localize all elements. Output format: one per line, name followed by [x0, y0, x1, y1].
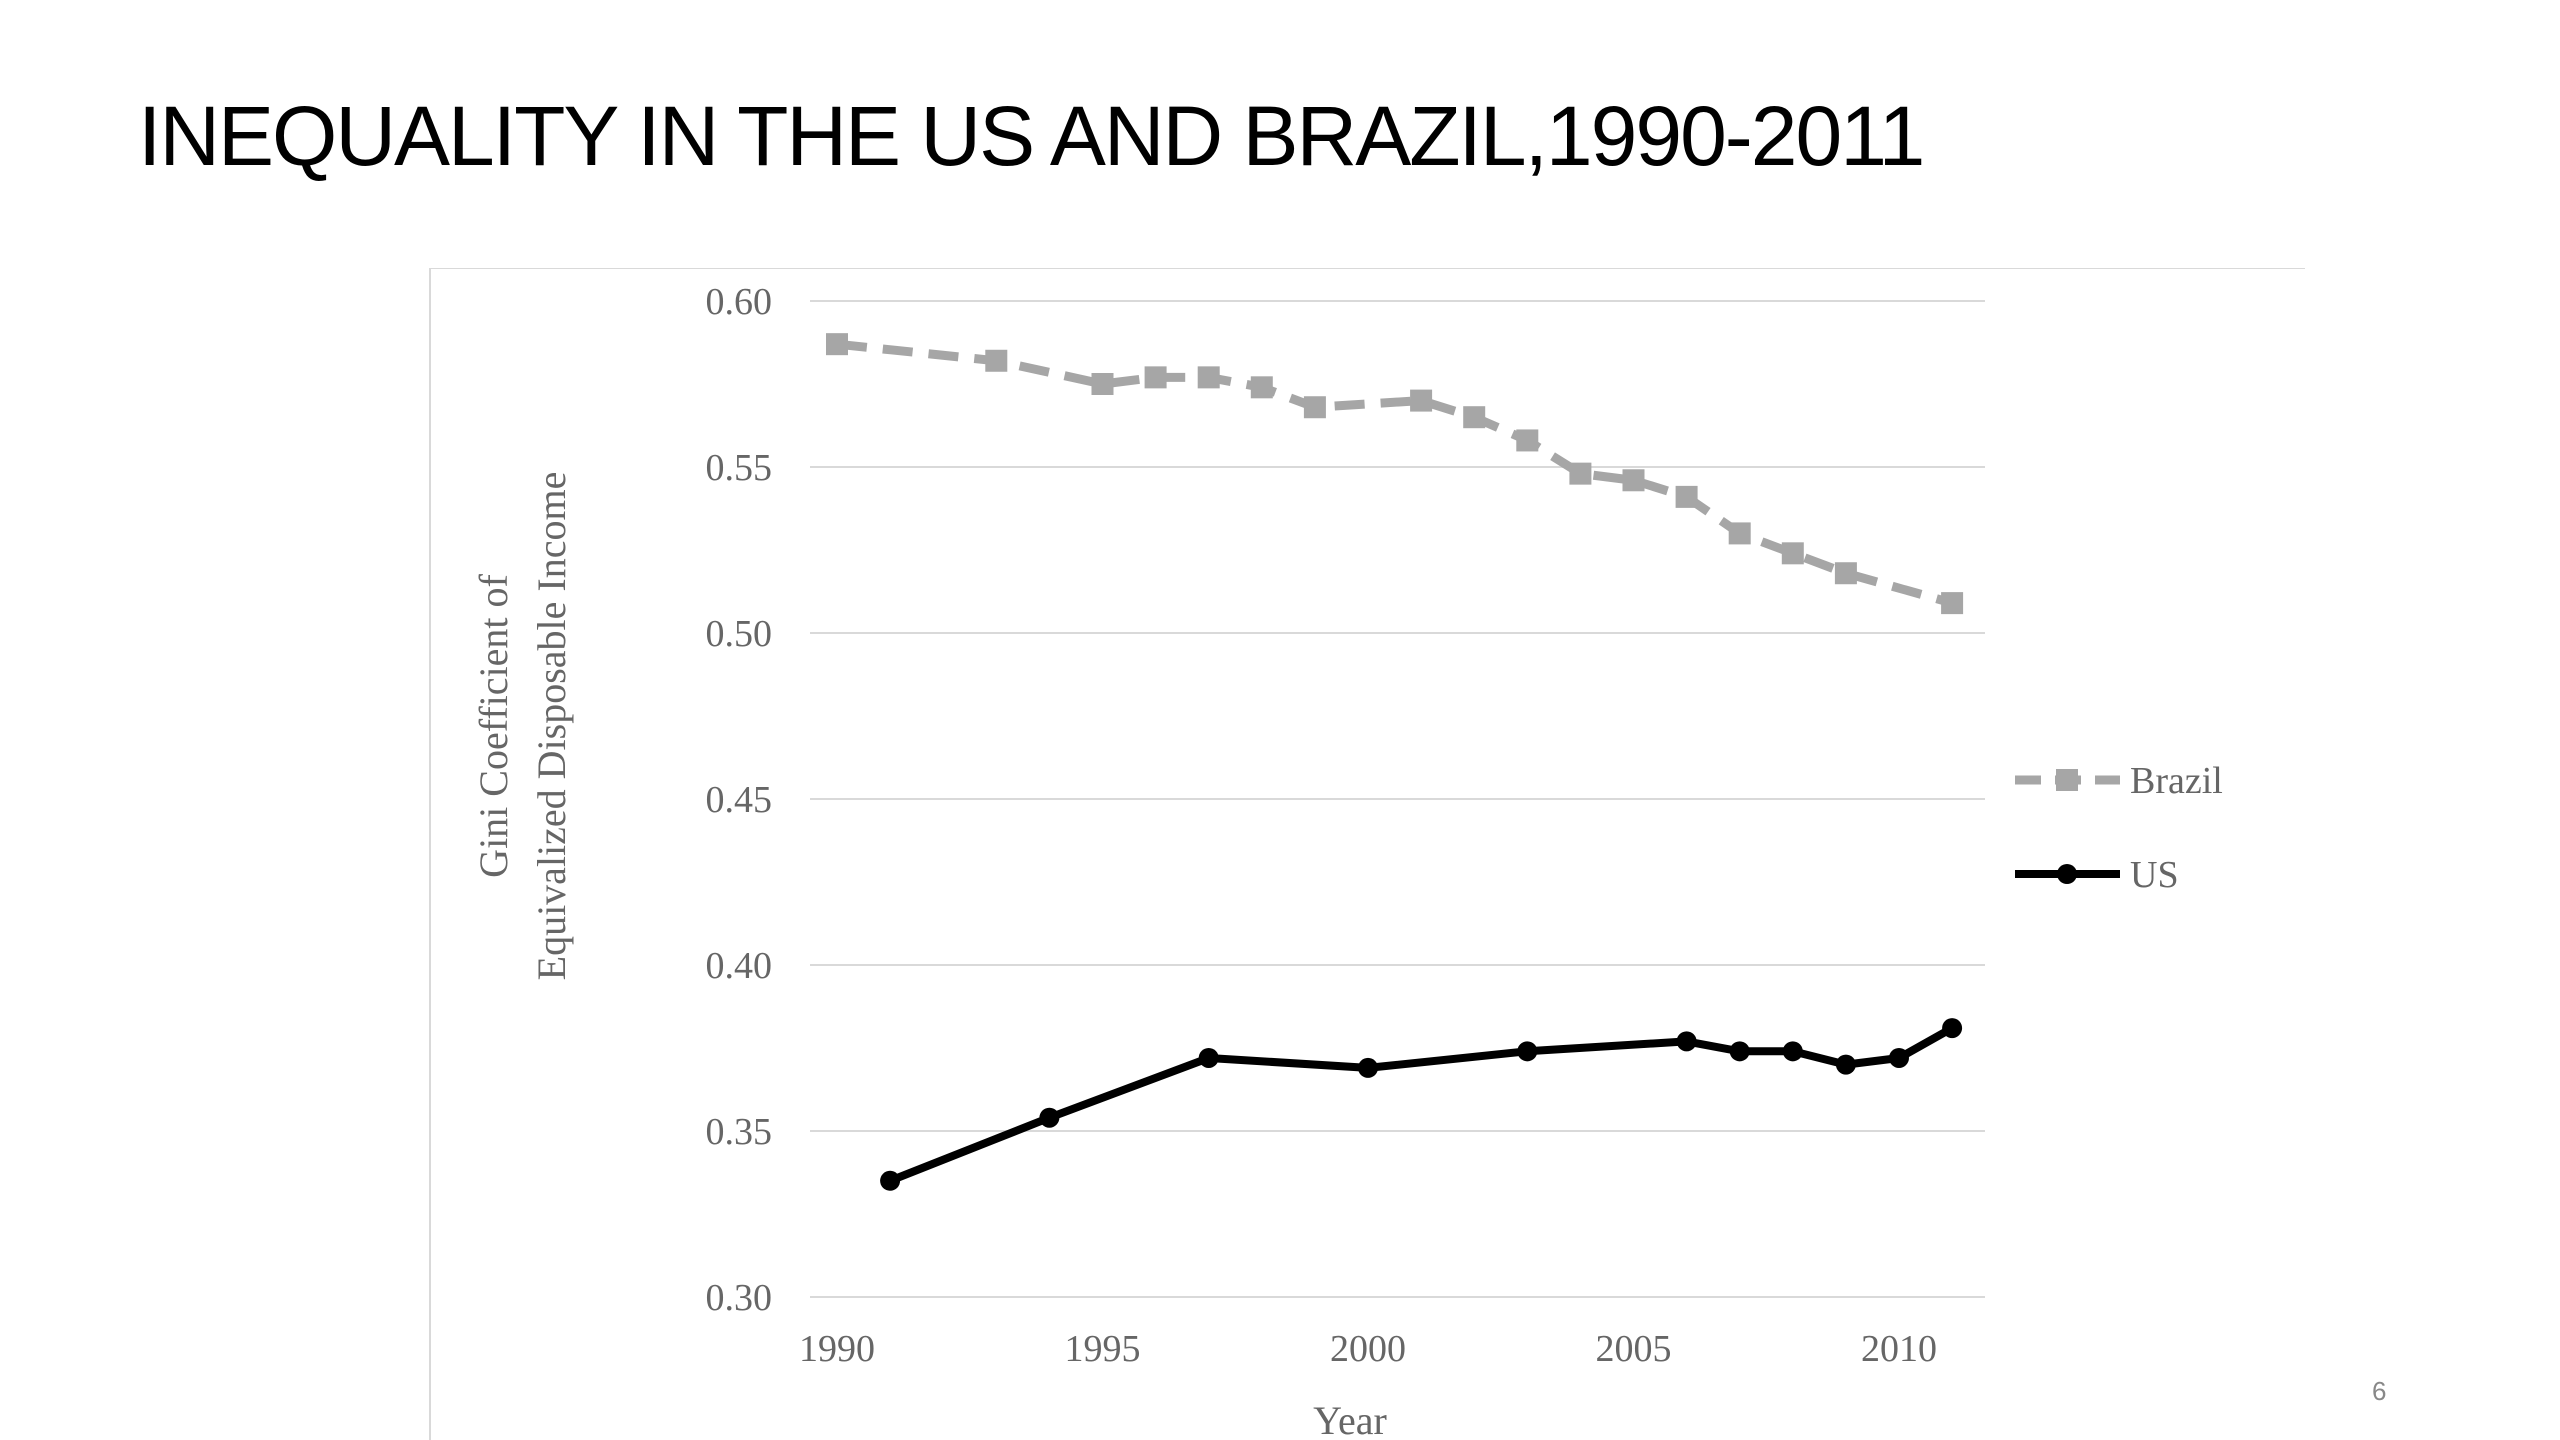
data-point — [1782, 1041, 1803, 1062]
legend-label-us: US — [2130, 854, 2179, 896]
data-point — [1358, 1057, 1378, 1078]
data-point — [1463, 406, 1486, 429]
y-axis-title-line: Gini Coefficient of — [471, 574, 516, 878]
data-point — [1835, 1054, 1856, 1075]
legend-marker — [2057, 864, 2077, 884]
data-point — [880, 1170, 901, 1191]
y-tick-label: 0.50 — [706, 613, 773, 655]
data-point — [1729, 1041, 1750, 1062]
data-point — [1410, 389, 1433, 412]
data-point — [1039, 1107, 1060, 1128]
data-point — [1622, 469, 1645, 492]
y-axis-title-line: Equivalized Disposable Income — [529, 472, 574, 981]
x-tick-label: 1990 — [799, 1328, 875, 1370]
data-point — [1942, 1018, 1963, 1039]
data-point — [1728, 522, 1751, 545]
legend-marker — [2056, 769, 2078, 791]
data-point — [1198, 1047, 1219, 1068]
x-tick-label: 1995 — [1065, 1328, 1141, 1370]
gini-line-chart: 0.30 0.35 0.40 0.45 0.50 0.55 0.60 1990 1995 200… — [429, 268, 2305, 1440]
legend-label-brazil: Brazil — [2130, 760, 2223, 802]
y-tick-label: 0.30 — [706, 1277, 773, 1319]
data-point — [1144, 366, 1167, 389]
data-point — [1834, 562, 1857, 585]
data-point — [1250, 376, 1273, 399]
y-tick-label: 0.40 — [706, 945, 773, 987]
data-point — [1516, 429, 1539, 452]
y-tick-label: 0.35 — [706, 1111, 773, 1153]
x-tick-label: 2000 — [1330, 1328, 1406, 1370]
data-point — [1941, 592, 1964, 615]
data-point — [1781, 542, 1804, 565]
slide-title: INEQUALITY IN THE US AND BRAZIL,1990-201… — [138, 89, 1925, 183]
data-point — [1676, 1031, 1697, 1052]
data-point — [1889, 1047, 1909, 1068]
data-point — [1675, 485, 1698, 508]
legend-item-brazil: Brazil — [2015, 760, 2223, 802]
data-point — [1517, 1041, 1538, 1062]
y-tick-label: 0.45 — [706, 779, 773, 821]
page-number: 6 — [2372, 1376, 2387, 1406]
data-point — [985, 349, 1008, 372]
x-tick-label: 2010 — [1861, 1328, 1937, 1370]
data-point — [1091, 373, 1114, 395]
x-axis-title: Year — [1313, 1398, 1387, 1440]
data-point — [826, 333, 848, 356]
data-point — [1303, 396, 1326, 419]
y-tick-label: 0.60 — [706, 281, 773, 323]
legend-item-us: US — [2015, 854, 2179, 896]
x-tick-label: 2005 — [1596, 1328, 1672, 1370]
chart-area: 0.30 0.35 0.40 0.45 0.50 0.55 0.60 1990 1995 200… — [425, 268, 2305, 1440]
y-tick-label: 0.55 — [706, 447, 773, 489]
data-point — [1197, 366, 1220, 389]
series-brazil — [826, 333, 1964, 615]
series-us — [880, 1018, 1963, 1191]
data-point — [1569, 462, 1592, 485]
